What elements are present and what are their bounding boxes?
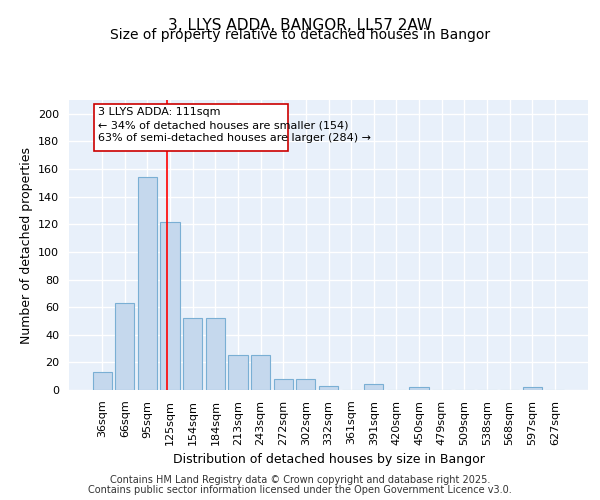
Text: 63% of semi-detached houses are larger (284) →: 63% of semi-detached houses are larger (… bbox=[98, 133, 371, 143]
Bar bbox=[409, 387, 428, 390]
Bar bbox=[296, 379, 316, 390]
Bar bbox=[319, 386, 338, 390]
Text: Size of property relative to detached houses in Bangor: Size of property relative to detached ho… bbox=[110, 28, 490, 42]
Bar bbox=[160, 222, 180, 390]
Y-axis label: Number of detached properties: Number of detached properties bbox=[20, 146, 32, 344]
Bar bbox=[251, 356, 270, 390]
Bar bbox=[138, 178, 157, 390]
Text: Contains public sector information licensed under the Open Government Licence v3: Contains public sector information licen… bbox=[88, 485, 512, 495]
Bar bbox=[523, 387, 542, 390]
Bar bbox=[206, 318, 225, 390]
Text: 3 LLYS ADDA: 111sqm: 3 LLYS ADDA: 111sqm bbox=[98, 107, 220, 117]
X-axis label: Distribution of detached houses by size in Bangor: Distribution of detached houses by size … bbox=[173, 453, 484, 466]
Bar bbox=[94, 104, 288, 151]
Bar bbox=[183, 318, 202, 390]
Bar bbox=[115, 303, 134, 390]
Bar bbox=[92, 372, 112, 390]
Text: Contains HM Land Registry data © Crown copyright and database right 2025.: Contains HM Land Registry data © Crown c… bbox=[110, 475, 490, 485]
Text: 3, LLYS ADDA, BANGOR, LL57 2AW: 3, LLYS ADDA, BANGOR, LL57 2AW bbox=[168, 18, 432, 32]
Bar bbox=[274, 379, 293, 390]
Bar bbox=[364, 384, 383, 390]
Text: ← 34% of detached houses are smaller (154): ← 34% of detached houses are smaller (15… bbox=[98, 120, 348, 130]
Bar bbox=[229, 356, 248, 390]
